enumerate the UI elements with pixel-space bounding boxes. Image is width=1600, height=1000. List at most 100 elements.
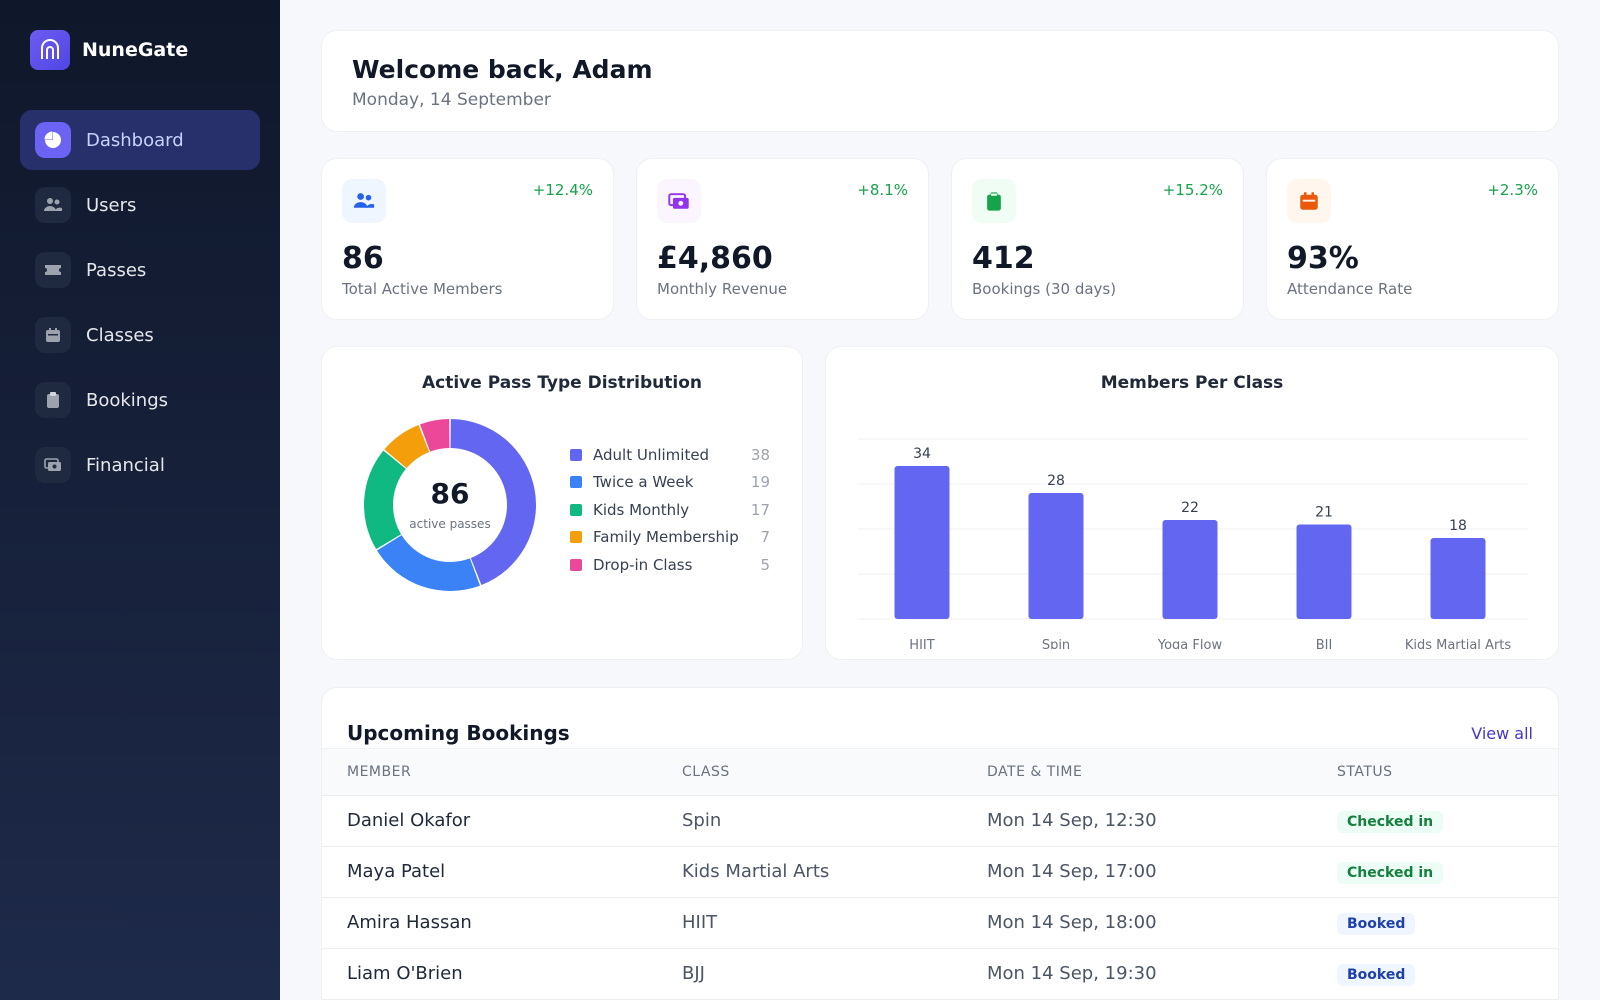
legend-value: 5 — [760, 555, 770, 574]
legend-swatch — [570, 503, 582, 516]
legend-swatch — [570, 448, 582, 461]
pie-chart-icon — [35, 122, 71, 158]
x-tick-label: HIIT — [909, 638, 934, 649]
brand-name: NuneGate — [82, 39, 189, 61]
table-title: Upcoming Bookings — [347, 721, 570, 745]
column-header-class[interactable]: CLASS — [682, 764, 730, 780]
stat-label: Attendance Rate — [1287, 280, 1413, 298]
donut-slice-adult-unlimited[interactable] — [450, 419, 536, 586]
stat-value: 412 — [972, 241, 1035, 276]
donut-chart — [364, 419, 536, 591]
bar-hiit[interactable] — [894, 466, 950, 619]
legend-label: Adult Unlimited — [593, 445, 710, 464]
legend-item-kids-monthly: Kids Monthly 17 — [570, 496, 770, 524]
bar-spin[interactable] — [1028, 493, 1084, 619]
money-icon — [35, 447, 71, 483]
sidebar-item-label: Dashboard — [86, 129, 184, 151]
x-tick-label: BJJ — [1316, 638, 1333, 649]
stat-card-members: +12.4% 86 Total Active Members — [321, 158, 614, 320]
class-name: Kids Martial Arts — [682, 861, 830, 882]
sidebar-item-passes[interactable]: Passes — [20, 240, 260, 300]
sidebar-item-classes[interactable]: Classes — [20, 305, 260, 365]
stat-change: +8.1% — [857, 181, 908, 199]
table-column-headers: MEMBER CLASS DATE & TIME STATUS — [322, 748, 1558, 796]
column-header-datetime[interactable]: DATE & TIME — [987, 764, 1083, 780]
bar-value-label: 21 — [1315, 505, 1333, 521]
bar-value-label: 22 — [1181, 500, 1199, 516]
legend-value: 7 — [760, 528, 770, 547]
legend-item-twice-a-week: Twice a Week 19 — [570, 469, 770, 497]
bar-kids-martial-arts[interactable] — [1430, 538, 1486, 619]
bar-value-label: 28 — [1047, 473, 1065, 489]
stat-label: Bookings (30 days) — [972, 280, 1117, 298]
sidebar-item-label: Classes — [86, 324, 154, 346]
sidebar-nav: Dashboard Users Passes Classes Bookings — [20, 110, 260, 495]
table-header: Upcoming Bookings View all — [322, 688, 1558, 748]
pass-distribution-card: Active Pass Type Distribution 86 active … — [321, 346, 803, 660]
sidebar-item-label: Users — [86, 194, 137, 216]
bar-value-label: 34 — [913, 446, 931, 462]
donut-slice-twice-a-week[interactable] — [376, 535, 480, 591]
bar-bjj[interactable] — [1296, 524, 1352, 620]
table-row[interactable]: Maya Patel Kids Martial Arts Mon 14 Sep,… — [322, 847, 1558, 898]
legend-label: Drop-in Class — [593, 555, 693, 574]
stat-card-revenue: +8.1% £4,860 Monthly Revenue — [636, 158, 929, 320]
stat-value: 93% — [1287, 241, 1359, 276]
member-name: Liam O'Brien — [347, 963, 463, 984]
chart-title: Active Pass Type Distribution — [421, 373, 703, 393]
stat-change: +2.3% — [1487, 181, 1538, 199]
sidebar-item-label: Financial — [86, 454, 165, 476]
welcome-card: Welcome back, Adam Monday, 14 September — [321, 30, 1559, 132]
x-tick-label: Spin — [1042, 638, 1070, 649]
class-name: Spin — [682, 810, 722, 831]
table-row[interactable]: Liam O'Brien BJJ Mon 14 Sep, 19:30 Booke… — [322, 949, 1558, 1000]
members-per-class-card: Members Per Class 34 HIIT 28 Spin 22 Yoga Flo… — [825, 346, 1559, 660]
stat-value: £4,860 — [657, 241, 773, 276]
sidebar-item-bookings[interactable]: Bookings — [20, 370, 260, 430]
page-title: Welcome back, Adam — [352, 55, 653, 84]
booking-datetime: Mon 14 Sep, 19:30 — [987, 963, 1157, 984]
view-all-link[interactable]: View all — [1471, 723, 1533, 743]
donut-slice-family-membership[interactable] — [384, 424, 430, 469]
sidebar-item-label: Bookings — [86, 389, 169, 411]
table-row[interactable]: Amira Hassan HIIT Mon 14 Sep, 18:00 Book… — [322, 898, 1558, 949]
brand[interactable]: NuneGate — [20, 0, 260, 100]
table-row[interactable]: Daniel Okafor Spin Mon 14 Sep, 12:30 Che… — [322, 796, 1558, 847]
donut-slice-drop-in-class[interactable] — [420, 419, 450, 452]
chart-legend: Adult Unlimited 38 Twice a Week 19 Kids Mont… — [570, 441, 770, 579]
booking-datetime: Mon 14 Sep, 12:30 — [987, 810, 1157, 831]
chart-title: Members Per Class — [1100, 373, 1284, 393]
column-header-member[interactable]: MEMBER — [347, 764, 412, 780]
status-badge: Booked — [1337, 913, 1416, 935]
legend-item-adult-unlimited: Adult Unlimited 38 — [570, 441, 770, 469]
column-header-status[interactable]: STATUS — [1337, 764, 1393, 780]
clipboard-icon — [35, 382, 71, 418]
bar-yoga-flow[interactable] — [1162, 520, 1218, 619]
class-name: HIIT — [682, 912, 718, 933]
current-date: Monday, 14 September — [352, 90, 551, 110]
class-name: BJJ — [682, 963, 705, 984]
money-icon — [657, 179, 701, 223]
legend-swatch — [570, 531, 582, 544]
donut-slice-kids-monthly[interactable] — [364, 450, 406, 550]
ticket-icon — [35, 252, 71, 288]
legend-item-family-membership: Family Membership 7 — [570, 524, 770, 552]
users-icon — [35, 187, 71, 223]
legend-value: 19 — [750, 473, 770, 492]
legend-item-drop-in-class: Drop-in Class 5 — [570, 551, 770, 579]
status-badge: Checked in — [1337, 862, 1444, 884]
sidebar-item-users[interactable]: Users — [20, 175, 260, 235]
calendar-icon — [1287, 179, 1331, 223]
sidebar-item-label: Passes — [86, 259, 147, 281]
sidebar-item-financial[interactable]: Financial — [20, 435, 260, 495]
stat-card-bookings: +15.2% 412 Bookings (30 days) — [951, 158, 1244, 320]
status-badge: Booked — [1337, 964, 1416, 986]
legend-swatch — [570, 558, 582, 571]
x-tick-label: Kids Martial Arts — [1405, 638, 1512, 649]
sidebar-item-dashboard[interactable]: Dashboard — [20, 110, 260, 170]
stat-card-attendance: +2.3% 93% Attendance Rate — [1266, 158, 1559, 320]
legend-label: Kids Monthly — [593, 500, 690, 519]
legend-label: Twice a Week — [593, 473, 694, 492]
legend-value: 38 — [750, 445, 770, 464]
gate-icon — [30, 30, 70, 70]
